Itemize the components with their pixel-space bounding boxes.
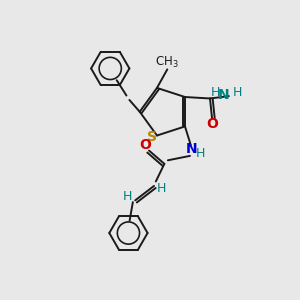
Text: O: O [206,117,218,131]
Text: H: H [157,182,166,195]
Text: H: H [196,147,205,160]
Text: H: H [210,86,220,99]
Text: S: S [147,130,157,144]
Text: N: N [186,142,197,156]
Text: O: O [139,138,151,152]
Text: H: H [122,190,132,203]
Text: CH$_3$: CH$_3$ [155,55,179,70]
Text: H: H [232,86,242,99]
Text: N: N [218,88,230,102]
